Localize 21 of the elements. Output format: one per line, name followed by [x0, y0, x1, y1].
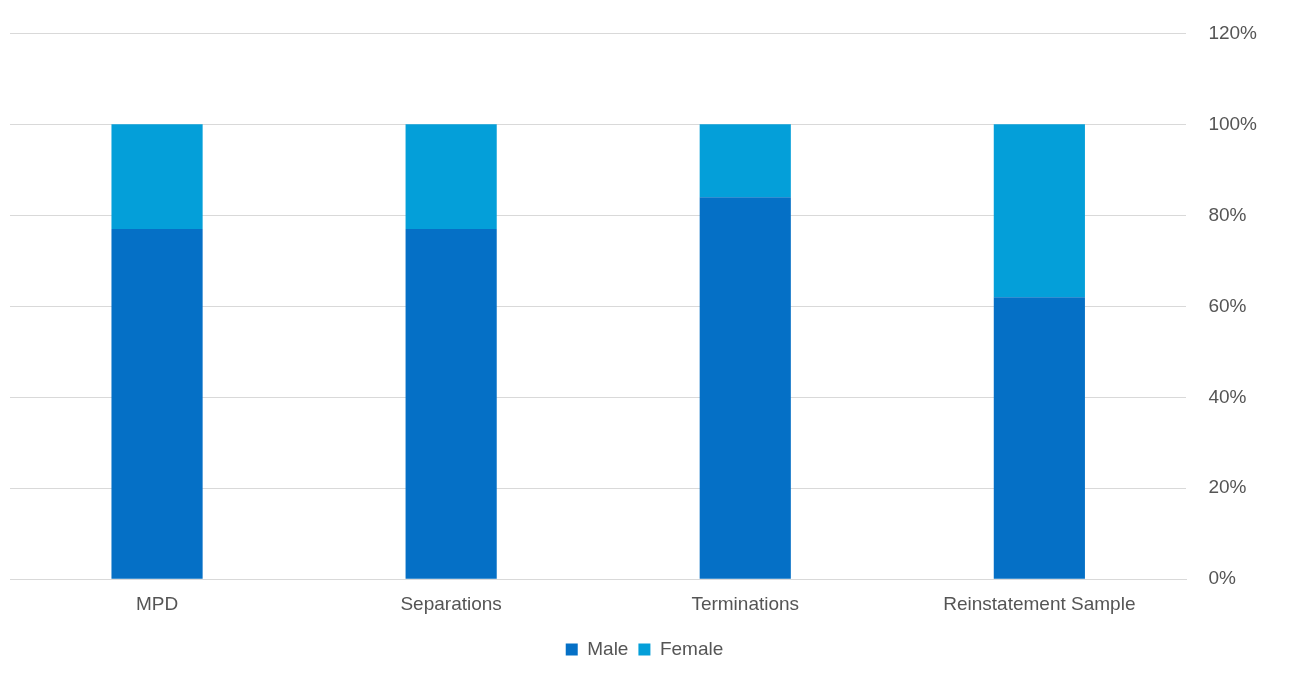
legend-label: Female	[659, 637, 724, 659]
y-tick-label: 60%	[1208, 294, 1247, 316]
bar	[111, 124, 203, 229]
x-tick-label: Reinstatement Sample	[943, 592, 1136, 614]
y-tick-label: 0%	[1208, 567, 1236, 589]
bar	[993, 124, 1085, 298]
bar	[405, 228, 497, 579]
bar	[699, 197, 791, 579]
bar	[993, 297, 1085, 579]
y-tick-label: 20%	[1208, 476, 1247, 498]
x-tick-label: Terminations	[691, 592, 800, 614]
legend-label: Male	[587, 637, 629, 659]
y-tick-label: 120%	[1208, 21, 1258, 43]
bar	[111, 228, 203, 579]
bar	[405, 124, 497, 229]
y-tick-label: 100%	[1208, 112, 1258, 134]
y-tick-label: 40%	[1208, 385, 1247, 407]
bar	[699, 124, 791, 198]
x-tick-label: MPD	[135, 592, 179, 614]
y-tick-label: 80%	[1208, 203, 1247, 225]
x-tick-label: Separations	[400, 592, 502, 614]
